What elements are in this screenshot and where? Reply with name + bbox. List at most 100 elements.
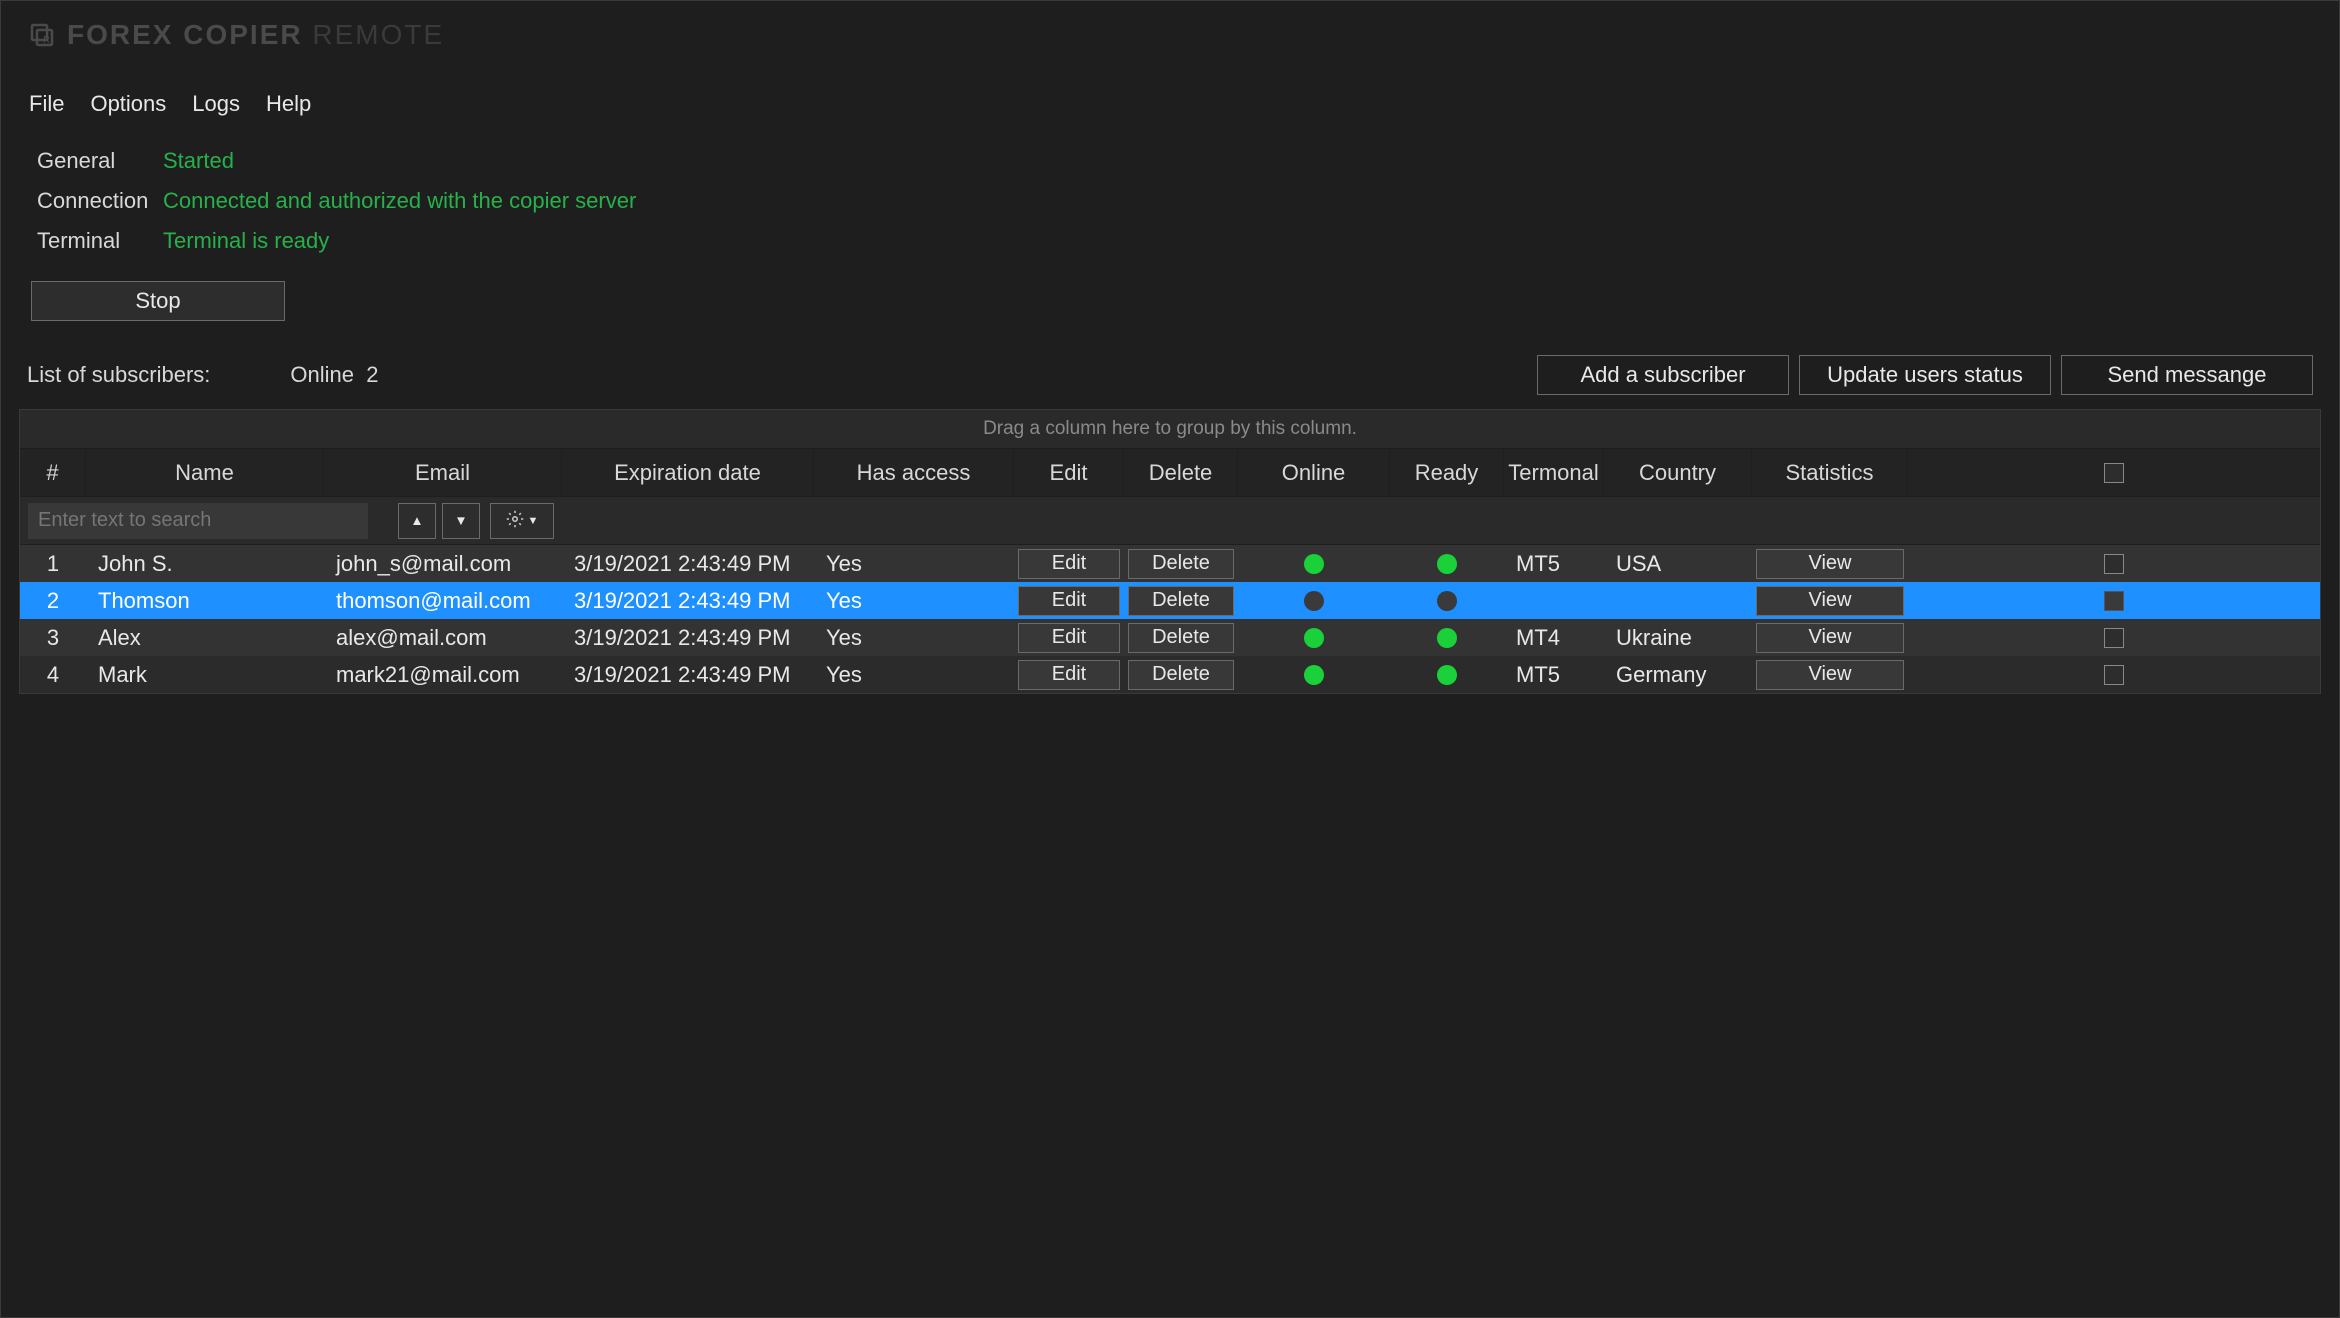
send-message-button[interactable]: Send messange bbox=[2061, 355, 2313, 395]
table-row[interactable]: 4Markmark21@mail.com3/19/2021 2:43:49 PM… bbox=[20, 656, 2320, 693]
delete-button[interactable]: Delete bbox=[1128, 586, 1234, 616]
menu-bar: File Options Logs Help bbox=[1, 61, 2339, 135]
col-name[interactable]: Name bbox=[86, 449, 324, 496]
search-input[interactable] bbox=[28, 503, 368, 539]
row-checkbox[interactable] bbox=[2104, 591, 2124, 611]
col-num[interactable]: # bbox=[20, 449, 86, 496]
view-statistics-button[interactable]: View bbox=[1756, 623, 1904, 653]
edit-button[interactable]: Edit bbox=[1018, 623, 1120, 653]
ready-status-icon bbox=[1437, 554, 1457, 574]
col-ready[interactable]: Ready bbox=[1390, 449, 1504, 496]
cell-expiration: 3/19/2021 2:43:49 PM bbox=[562, 619, 814, 656]
cell-expiration: 3/19/2021 2:43:49 PM bbox=[562, 582, 814, 619]
cell-email: mark21@mail.com bbox=[324, 656, 562, 693]
status-general-label: General bbox=[37, 148, 163, 174]
cell-country: USA bbox=[1604, 545, 1752, 582]
cell-expiration: 3/19/2021 2:43:49 PM bbox=[562, 656, 814, 693]
cell-num: 1 bbox=[20, 545, 86, 582]
table-row[interactable]: 1John S.john_s@mail.com3/19/2021 2:43:49… bbox=[20, 545, 2320, 582]
update-users-status-button[interactable]: Update users status bbox=[1799, 355, 2051, 395]
gear-icon bbox=[506, 510, 524, 531]
status-connection-value: Connected and authorized with the copier… bbox=[163, 188, 636, 214]
col-checkbox[interactable] bbox=[1908, 449, 2320, 496]
subscribers-label: List of subscribers: bbox=[27, 362, 210, 388]
cell-expiration: 3/19/2021 2:43:49 PM bbox=[562, 545, 814, 582]
sort-asc-button[interactable]: ▲ bbox=[398, 503, 436, 539]
row-checkbox[interactable] bbox=[2104, 665, 2124, 685]
cell-email: john_s@mail.com bbox=[324, 545, 562, 582]
cell-name: Thomson bbox=[86, 582, 324, 619]
col-statistics[interactable]: Statistics bbox=[1752, 449, 1908, 496]
settings-button[interactable]: ▼ bbox=[490, 503, 554, 539]
online-status-icon bbox=[1304, 665, 1324, 685]
online-status-icon bbox=[1304, 591, 1324, 611]
cell-access: Yes bbox=[814, 582, 1014, 619]
status-terminal-label: Terminal bbox=[37, 228, 163, 254]
col-terminal[interactable]: Termonal bbox=[1504, 449, 1604, 496]
menu-file[interactable]: File bbox=[29, 91, 64, 117]
group-by-hint[interactable]: Drag a column here to group by this colu… bbox=[20, 410, 2320, 449]
delete-button[interactable]: Delete bbox=[1128, 549, 1234, 579]
cell-access: Yes bbox=[814, 545, 1014, 582]
row-checkbox[interactable] bbox=[2104, 554, 2124, 574]
edit-button[interactable]: Edit bbox=[1018, 660, 1120, 690]
cell-country: Ukraine bbox=[1604, 619, 1752, 656]
chevron-down-icon: ▼ bbox=[528, 515, 539, 527]
cell-num: 2 bbox=[20, 582, 86, 619]
online-status-icon bbox=[1304, 628, 1324, 648]
cell-access: Yes bbox=[814, 656, 1014, 693]
menu-logs[interactable]: Logs bbox=[192, 91, 240, 117]
cell-name: John S. bbox=[86, 545, 324, 582]
app-logo-icon: R bbox=[27, 20, 57, 50]
cell-email: thomson@mail.com bbox=[324, 582, 562, 619]
table-row[interactable]: 3Alexalex@mail.com3/19/2021 2:43:49 PMYe… bbox=[20, 619, 2320, 656]
cell-name: Alex bbox=[86, 619, 324, 656]
view-statistics-button[interactable]: View bbox=[1756, 586, 1904, 616]
col-country[interactable]: Country bbox=[1604, 449, 1752, 496]
edit-button[interactable]: Edit bbox=[1018, 549, 1120, 579]
add-subscriber-button[interactable]: Add a subscriber bbox=[1537, 355, 1789, 395]
col-delete[interactable]: Delete bbox=[1124, 449, 1238, 496]
app-title: FOREX COPIER REMOTE bbox=[67, 19, 444, 51]
col-expiration[interactable]: Expiration date bbox=[562, 449, 814, 496]
menu-help[interactable]: Help bbox=[266, 91, 311, 117]
cell-num: 4 bbox=[20, 656, 86, 693]
status-connection-label: Connection bbox=[37, 188, 163, 214]
status-terminal-value: Terminal is ready bbox=[163, 228, 329, 254]
sort-desc-button[interactable]: ▼ bbox=[442, 503, 480, 539]
delete-button[interactable]: Delete bbox=[1128, 660, 1234, 690]
cell-terminal: MT5 bbox=[1504, 545, 1604, 582]
ready-status-icon bbox=[1437, 591, 1457, 611]
cell-name: Mark bbox=[86, 656, 324, 693]
subscribers-table: Drag a column here to group by this colu… bbox=[19, 409, 2321, 694]
triangle-down-icon: ▼ bbox=[454, 513, 467, 528]
subscribers-online: Online 2 bbox=[290, 362, 378, 388]
view-statistics-button[interactable]: View bbox=[1756, 549, 1904, 579]
table-header: # Name Email Expiration date Has access … bbox=[20, 449, 2320, 497]
cell-terminal bbox=[1504, 582, 1604, 619]
cell-country bbox=[1604, 582, 1752, 619]
col-email[interactable]: Email bbox=[324, 449, 562, 496]
online-status-icon bbox=[1304, 554, 1324, 574]
filter-row: ▲ ▼ ▼ bbox=[20, 497, 2320, 545]
cell-email: alex@mail.com bbox=[324, 619, 562, 656]
cell-num: 3 bbox=[20, 619, 86, 656]
cell-country: Germany bbox=[1604, 656, 1752, 693]
col-access[interactable]: Has access bbox=[814, 449, 1014, 496]
stop-button[interactable]: Stop bbox=[31, 281, 285, 321]
cell-terminal: MT4 bbox=[1504, 619, 1604, 656]
cell-terminal: MT5 bbox=[1504, 656, 1604, 693]
menu-options[interactable]: Options bbox=[90, 91, 166, 117]
table-row[interactable]: 2Thomsonthomson@mail.com3/19/2021 2:43:4… bbox=[20, 582, 2320, 619]
col-online[interactable]: Online bbox=[1238, 449, 1390, 496]
view-statistics-button[interactable]: View bbox=[1756, 660, 1904, 690]
triangle-up-icon: ▲ bbox=[410, 513, 423, 528]
row-checkbox[interactable] bbox=[2104, 628, 2124, 648]
status-general-value: Started bbox=[163, 148, 234, 174]
cell-access: Yes bbox=[814, 619, 1014, 656]
edit-button[interactable]: Edit bbox=[1018, 586, 1120, 616]
ready-status-icon bbox=[1437, 628, 1457, 648]
svg-text:R: R bbox=[43, 35, 50, 45]
col-edit[interactable]: Edit bbox=[1014, 449, 1124, 496]
delete-button[interactable]: Delete bbox=[1128, 623, 1234, 653]
